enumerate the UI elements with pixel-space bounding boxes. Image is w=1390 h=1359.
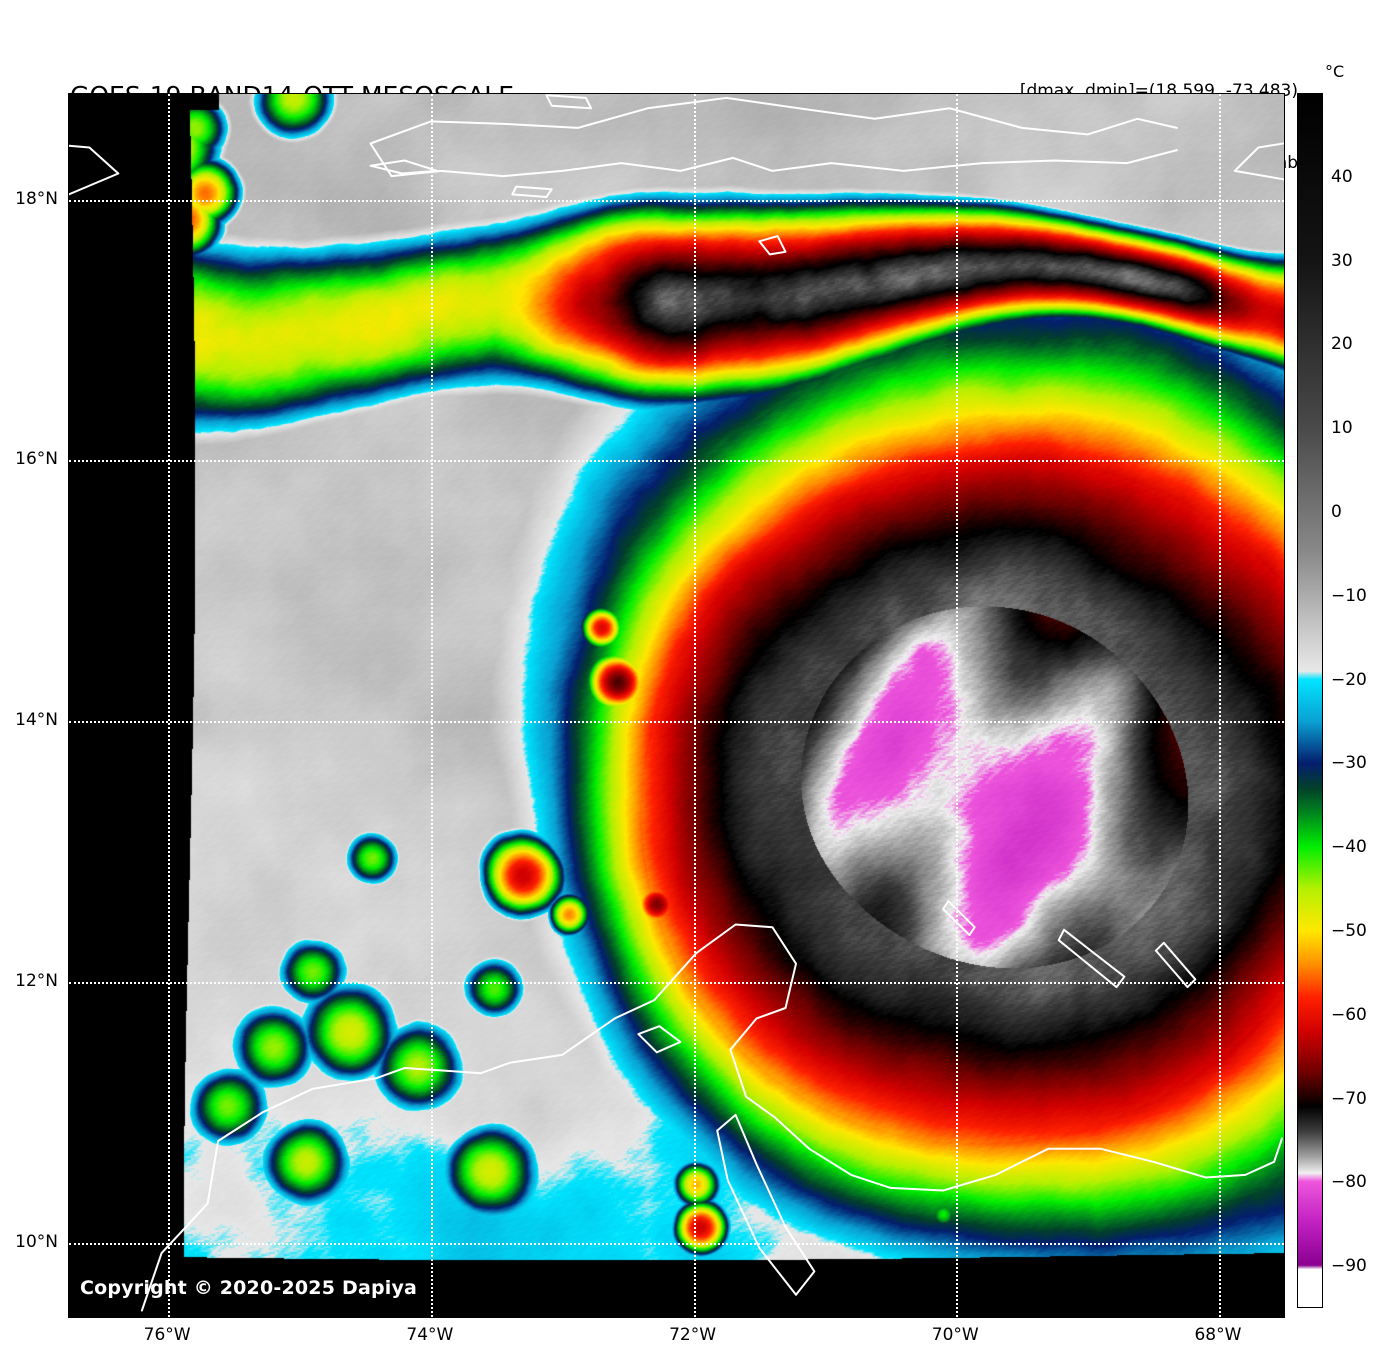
lat-tick-label-10n: 10°N [15, 1231, 58, 1252]
coastline-segment [942, 900, 976, 936]
coastline-vectors [69, 94, 1284, 1312]
satellite-infrared-imagery [69, 94, 1284, 1317]
colorbar-tick-minus50: −50 [1331, 920, 1367, 941]
coastline-segment [140, 923, 1276, 1312]
coastline-segment [758, 235, 787, 256]
colorbar-tick-minus70: −70 [1331, 1088, 1367, 1109]
coastline-segment [545, 94, 593, 110]
coastline-segment [637, 1025, 682, 1054]
coastline-segment [369, 159, 439, 175]
satellite-image-plot [68, 93, 1285, 1318]
coastline-segment [1057, 928, 1126, 989]
colorbar-tick-minus20: −20 [1331, 669, 1367, 690]
colorbar-tick-30: 30 [1331, 250, 1353, 271]
copyright-notice: Copyright © 2020-2025 Dapiya [80, 1277, 418, 1299]
colorbar-tick-minus30: −30 [1331, 753, 1367, 774]
lat-tick-label-12n: 12°N [15, 970, 58, 991]
coastline-segment [511, 185, 553, 198]
lon-tick-label-76w: 76°W [143, 1325, 191, 1345]
coastline-segment [1273, 1137, 1283, 1163]
lon-tick-label-74w: 74°W [406, 1325, 454, 1345]
coastline-segment [369, 96, 1178, 145]
colorbar-tick-minus10: −10 [1331, 585, 1367, 606]
coastline-segment [716, 1113, 816, 1296]
coastline-segment [369, 142, 1178, 178]
lat-tick-label-14n: 14°N [15, 710, 58, 731]
lon-tick-label-70w: 70°W [931, 1325, 979, 1345]
coastline-segment [1154, 941, 1197, 989]
lon-tick-label-72w: 72°W [669, 1325, 717, 1345]
colorbar-tick-40: 40 [1331, 166, 1353, 187]
colorbar-tick-minus40: −40 [1331, 837, 1367, 858]
coastline-segment [69, 144, 120, 196]
lat-tick-label-16n: 16°N [15, 449, 58, 470]
lon-tick-label-68w: 68°W [1194, 1325, 1242, 1345]
colorbar-tick-20: 20 [1331, 334, 1353, 355]
colorbar-gradient-bar [1297, 93, 1323, 1308]
colorbar-tick-minus90: −90 [1331, 1256, 1367, 1277]
temperature-colorbar [1297, 93, 1323, 1308]
lat-tick-label-18n: 18°N [15, 188, 58, 209]
colorbar-tick-minus60: −60 [1331, 1004, 1367, 1025]
coastline-segment [1233, 142, 1284, 181]
colorbar-tick-0: 0 [1331, 501, 1342, 522]
colorbar-units-label: °C [1325, 62, 1345, 81]
colorbar-gradient-fill [1298, 94, 1322, 1307]
colorbar-tick-minus80: −80 [1331, 1172, 1367, 1193]
colorbar-tick-10: 10 [1331, 418, 1353, 439]
